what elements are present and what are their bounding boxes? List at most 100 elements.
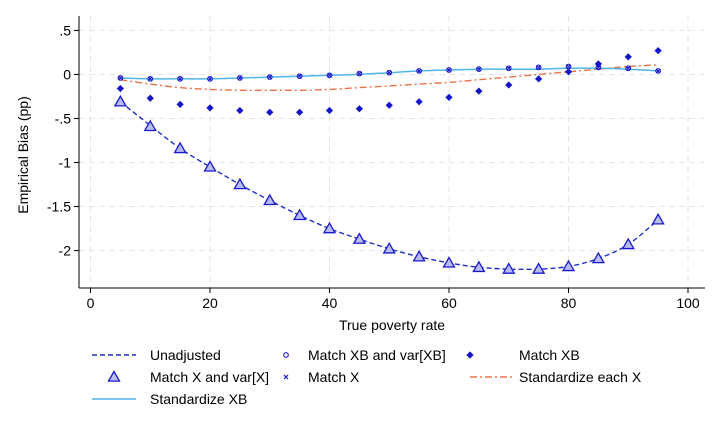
legend-item-match-xb: Match XB: [466, 347, 580, 363]
data-point-match-x-and-var-x: [382, 242, 396, 254]
data-point-match-xb: [266, 108, 274, 116]
data-point-match-x-stroke: [297, 73, 303, 79]
data-point-match-x-and-var-x: [203, 160, 217, 172]
data-point-match-xb: [355, 105, 363, 113]
legend-item-match-xb-and-var-xb: Match XB and var[XB]: [283, 347, 446, 363]
data-point-match-x: [416, 68, 422, 74]
legend-label-match-xb: Match XB: [519, 347, 580, 363]
y-tick-label: -2: [59, 243, 72, 259]
data-point-match-xb: [654, 47, 662, 55]
legend-label-standardize-xb: Standardize XB: [150, 391, 247, 407]
data-point-match-x-and-var-x: [322, 221, 337, 234]
data-point-match-xb: [236, 106, 244, 115]
data-point-match-x-and-var-x: [472, 260, 486, 273]
data-point-match-x-and-var-x: [561, 259, 576, 272]
data-point-match-x-stroke: [625, 65, 631, 71]
series-line-standardize-each-x: [120, 64, 659, 92]
legend-item-match-x-and-var-x: Match X and var[X]: [107, 369, 269, 385]
y-axis-title: Empirical Bias (pp): [15, 96, 31, 213]
x-tick-label: 60: [441, 295, 457, 311]
legend-swatch-match-x: [283, 374, 289, 380]
data-point-match-x: [356, 71, 362, 76]
data-point-match-xb: [415, 98, 423, 106]
data-point-match-xb: [385, 101, 393, 109]
data-point-match-x-stroke: [327, 72, 332, 78]
data-point-match-x-stroke: [476, 66, 482, 72]
data-point-match-x: [207, 76, 213, 82]
data-point-match-xb: [624, 53, 632, 61]
data-point-match-x: [476, 66, 482, 72]
data-point-match-xb: [116, 84, 124, 93]
series-layer: [113, 47, 665, 274]
legend-swatch-match-x-and-var-x: [107, 370, 121, 382]
data-point-match-x: [327, 72, 332, 78]
data-point-match-xb: [325, 106, 334, 115]
data-point-match-x: [177, 76, 183, 82]
legend-swatch-match-xb-and-var-xb: [283, 352, 289, 358]
data-point-match-x: [386, 70, 392, 76]
x-axis-title: True poverty rate: [339, 317, 445, 333]
legend-label-match-x: Match X: [308, 369, 360, 385]
x-tick-label: 0: [87, 295, 95, 311]
data-point-match-x: [297, 73, 303, 79]
data-point-match-x: [625, 65, 631, 71]
data-point-match-x: [566, 64, 571, 69]
data-point-match-x-and-var-x: [143, 119, 157, 132]
data-point-match-xb: [296, 108, 304, 116]
data-point-match-xb: [535, 75, 543, 83]
data-point-match-x-and-var-x: [532, 262, 546, 274]
data-point-match-x: [536, 64, 542, 70]
data-point-match-x-and-var-x: [651, 212, 665, 225]
data-point-match-x: [147, 76, 153, 82]
legend-swatch-match-xb: [466, 351, 474, 359]
data-point-match-x-and-var-x: [621, 237, 635, 250]
x-tick-label: 100: [676, 295, 700, 311]
data-point-match-x-stroke: [416, 68, 422, 74]
y-tick-label: .5: [59, 22, 71, 38]
data-point-match-x-and-var-x: [442, 256, 456, 268]
data-point-match-xb: [564, 68, 573, 76]
data-point-match-xb: [146, 94, 154, 102]
legend-item-unadjusted: Unadjusted: [92, 347, 221, 363]
data-point-match-x-and-var-x: [293, 208, 307, 221]
data-point-match-x-and-var-x: [591, 251, 605, 264]
data-point-match-x-and-var-x: [352, 232, 366, 244]
legend-label-unadjusted: Unadjusted: [150, 347, 221, 363]
data-point-match-xb: [475, 87, 483, 95]
legend: Unadjusted Match XB and var[XB] Match XB Ma…: [92, 347, 642, 407]
data-point-match-x-stroke: [566, 64, 571, 69]
data-point-match-x-and-var-x: [263, 193, 277, 206]
legend-swatch-match-x-stroke: [283, 374, 289, 380]
data-point-match-x: [655, 68, 661, 74]
data-point-match-x: [117, 75, 123, 81]
data-point-match-x-and-var-x: [233, 177, 247, 190]
data-point-match-x-stroke: [267, 74, 273, 80]
data-point-match-x: [237, 75, 243, 81]
legend-item-match-x: Match X: [283, 369, 360, 385]
data-point-match-x-stroke: [147, 76, 153, 82]
data-point-match-x-and-var-x: [502, 262, 516, 274]
data-point-match-x-stroke: [207, 76, 213, 82]
data-point-match-xb: [206, 104, 214, 112]
data-point-match-x-stroke: [237, 75, 243, 81]
data-point-match-x-and-var-x: [412, 249, 426, 262]
y-tick-label: -1.5: [47, 199, 71, 215]
y-tick-label: 0: [63, 66, 71, 82]
legend-label-match-x-and-var-x: Match X and var[X]: [150, 369, 269, 385]
data-point-match-x: [446, 67, 452, 73]
series-match-x: [117, 64, 661, 82]
legend-item-standardize-each-x: Standardize each X: [470, 369, 642, 385]
legend-label-match-xb-and-var-xb: Match XB and var[XB]: [308, 347, 446, 363]
data-point-match-x-and-var-x: [113, 94, 127, 107]
data-point-match-x-stroke: [117, 75, 123, 81]
data-point-match-x-and-var-x: [173, 141, 187, 154]
data-point-match-x-stroke: [536, 64, 542, 70]
series-match-x-and-var-x: [113, 94, 665, 274]
x-tick-label: 20: [202, 295, 218, 311]
series-standardize-each-x: [120, 64, 659, 92]
data-point-match-x-stroke: [655, 68, 661, 74]
data-point-match-xb: [505, 81, 513, 89]
x-tick-label: 80: [561, 295, 577, 311]
data-point-match-xb: [445, 93, 453, 101]
